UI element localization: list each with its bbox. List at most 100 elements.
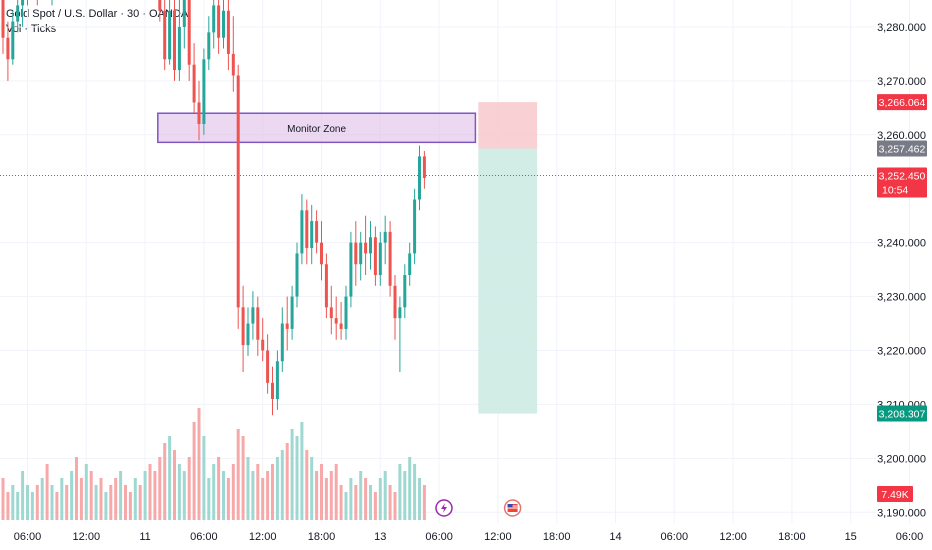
candle-body [266,350,270,383]
volume-bar [329,471,333,520]
candle-body [373,237,377,275]
volume-bar [236,429,240,520]
volume-bar [300,422,304,520]
candle-body [168,10,172,60]
volume-bar [305,450,309,520]
candle-body [320,242,323,265]
candle-body [207,32,211,60]
volume-bar [114,478,118,520]
volume-bar [79,478,83,520]
candle-body [226,10,230,54]
candlestick-series[interactable] [1,0,426,416]
volume-bar [271,464,274,520]
volume-bar [251,471,255,520]
volume-bar [344,492,348,520]
volume-bar [158,457,162,520]
volume-indicator-label[interactable]: Vol · Ticks [6,23,57,35]
candle-body [290,296,294,329]
candle-body [339,323,343,329]
x-tick-label: 14 [609,531,621,543]
candle-body [11,21,15,60]
candle-body [177,26,181,71]
volume-bar [133,478,137,520]
candle-body [413,199,417,254]
volume-bar [324,478,328,520]
volume-bar [99,478,103,520]
volume-bar [124,485,127,520]
candle-body [408,253,412,275]
candle-body [422,156,426,178]
volume-bar [354,485,358,520]
y-tick-label: 3,260.000 [877,130,926,142]
candle-body [158,0,162,11]
volume-bar [40,478,44,520]
volume-bar [50,485,54,520]
volume-bar [35,485,39,520]
volume-bar [241,436,245,520]
volume-bar [153,471,157,520]
volume-bar [378,478,382,520]
candle-body [6,37,10,60]
volume-bar [207,478,211,520]
volume-bar [359,471,363,520]
volume-bar [177,464,181,520]
candle-body [251,307,255,324]
candle-body [261,339,265,351]
volume-bar [217,457,221,520]
volume-bar [226,478,230,520]
x-tick-label: 12:00 [719,531,747,543]
candle-body [393,285,397,319]
candle-body [285,323,289,329]
volume-bar [70,471,74,520]
volume-bar [285,443,289,520]
x-tick-label: 06:00 [896,531,924,543]
stop-loss-zone [478,102,538,149]
x-tick-label: 06:00 [425,531,453,543]
x-tick-label: 06:00 [14,531,42,543]
volume-bar [398,464,402,520]
x-tick-label: 18:00 [308,531,336,543]
volume-bar [187,457,191,520]
lightning-icon-glyph [441,503,447,513]
y-tick-label: 3,240.000 [877,238,926,250]
candle-body [280,323,284,362]
candle-body [349,242,353,297]
volume-bar [192,422,196,520]
candle-body [271,382,274,400]
us-flag-canton [507,504,513,508]
volume-bar [418,478,421,520]
volume-bar [231,464,235,520]
volume-bar [261,478,265,520]
y-tick-label: 3,220.000 [877,345,926,357]
volume-bar [1,478,5,520]
volume-bar [310,457,314,520]
x-tick-label: 18:00 [778,531,806,543]
volume-bar [148,464,152,520]
drawings-layer[interactable]: Monitor Zone [0,102,876,517]
volume-bar [349,478,353,520]
candle-body [295,253,299,297]
candle-body [315,221,319,243]
volume-bar [30,492,34,520]
volume-bar [295,436,299,520]
volume-bar [388,485,392,520]
volume-bar [55,492,59,520]
candle-body [1,0,5,38]
volume-bar [45,464,49,520]
candle-body [173,10,176,71]
volume-value-tag [877,486,913,502]
candle-body [403,275,407,308]
axes: 3,280.000 3,270.000 3,260.000 3,240.000 3,23… [14,22,926,543]
volume-bar [373,492,377,520]
x-tick-label: 06:00 [661,531,689,543]
candle-body [187,0,191,65]
symbol-title[interactable]: Gold Spot / U.S. Dollar · 30 · OANDA [6,8,189,20]
volume-bar [222,471,225,520]
target-price-tag-text: 3,208.307 [879,409,926,421]
candle-body [334,318,338,324]
candle-body [231,53,235,76]
volume-bar [84,464,88,520]
volume-bar [422,485,426,520]
candle-body [222,10,225,38]
